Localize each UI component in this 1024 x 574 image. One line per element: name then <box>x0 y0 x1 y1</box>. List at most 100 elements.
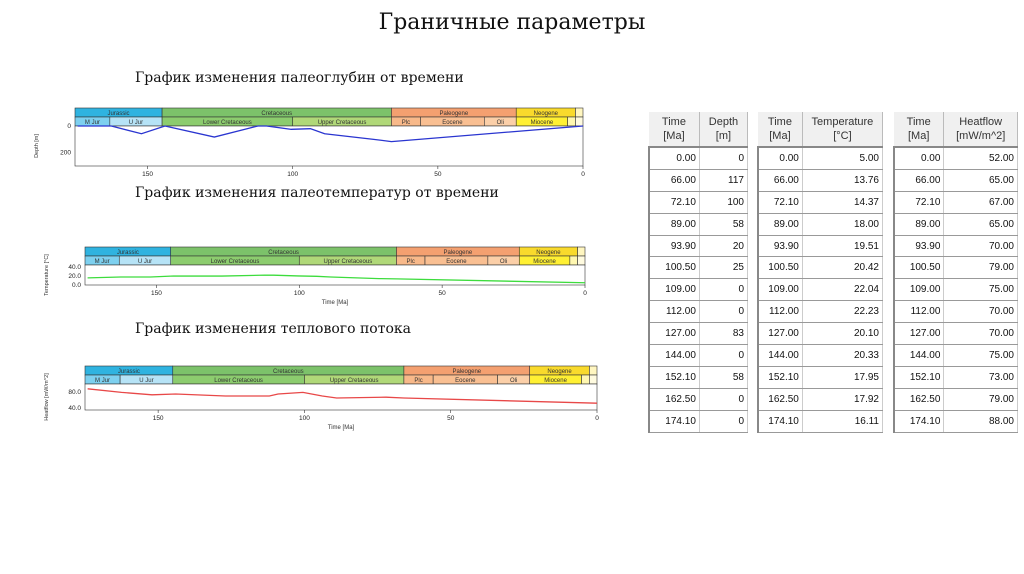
table-cell[interactable]: 174.10 <box>647 410 700 433</box>
epoch-band-label: M Jur <box>95 378 110 384</box>
table-cell[interactable]: 66.00 <box>893 169 945 192</box>
table-cell[interactable]: 72.10 <box>756 191 803 214</box>
table-cell[interactable]: 66.00 <box>756 169 803 192</box>
table-cell[interactable]: 25 <box>699 256 749 280</box>
table-cell[interactable]: 174.10 <box>756 410 803 433</box>
column-header[interactable]: Depth [m] <box>699 112 749 148</box>
table-cell[interactable]: 89.00 <box>756 213 803 236</box>
depth-chart: Jurassic Cretaceous Paleogene Neogene M Jur U… <box>34 107 585 176</box>
table-cell[interactable]: 152.10 <box>756 366 803 389</box>
table-cell[interactable]: 20 <box>699 235 749 258</box>
table-cell[interactable]: 162.50 <box>647 388 700 411</box>
table-cell[interactable]: 13.76 <box>802 169 884 192</box>
x-tick-label: 150 <box>142 171 153 176</box>
table-cell[interactable]: 127.00 <box>647 322 700 346</box>
table-row: 174.10 88.00 <box>893 410 1018 433</box>
table-cell[interactable]: 144.00 <box>756 344 803 367</box>
table-cell[interactable]: 67.00 <box>943 191 1018 214</box>
column-header-line: Time <box>767 116 792 128</box>
table-cell[interactable]: 109.00 <box>647 278 700 302</box>
column-header[interactable]: Heatflow [mW/m^2] <box>943 112 1018 148</box>
table-cell[interactable]: 5.00 <box>802 147 884 170</box>
table-cell[interactable]: 127.00 <box>756 322 803 346</box>
plot-area <box>84 264 586 286</box>
table-cell[interactable]: 88.00 <box>943 410 1018 433</box>
table-cell[interactable]: 117 <box>699 169 749 192</box>
table-cell[interactable]: 75.00 <box>943 344 1018 367</box>
table-cell[interactable]: 0 <box>699 147 749 170</box>
table-cell[interactable]: 89.00 <box>893 213 945 236</box>
column-header[interactable]: Time [Ma] <box>758 112 803 148</box>
table-cell[interactable]: 100.50 <box>893 256 945 280</box>
table-cell[interactable]: 144.00 <box>893 344 945 367</box>
epoch-band-label: Miocene <box>531 120 554 126</box>
table-cell[interactable]: 112.00 <box>756 300 803 324</box>
table-cell[interactable]: 0 <box>699 344 749 367</box>
table-cell[interactable]: 20.10 <box>802 322 884 346</box>
table-cell[interactable]: 73.00 <box>943 366 1018 389</box>
table-cell[interactable]: 83 <box>699 322 749 346</box>
table-cell[interactable]: 152.10 <box>647 366 700 389</box>
table-cell[interactable]: 14.37 <box>802 191 884 214</box>
table-cell[interactable]: 20.42 <box>802 256 884 280</box>
table-cell[interactable]: 0 <box>699 388 749 411</box>
table-cell[interactable]: 70.00 <box>943 235 1018 258</box>
table-cell[interactable]: 58 <box>699 213 749 236</box>
table-cell[interactable]: 75.00 <box>943 278 1018 302</box>
column-header-line: [m] <box>715 130 732 142</box>
table-cell[interactable]: 174.10 <box>893 410 945 433</box>
table-row: 93.90 20 <box>647 235 749 258</box>
table-cell[interactable]: 0 <box>699 278 749 302</box>
table-cell[interactable]: 66.00 <box>647 169 700 192</box>
table-cell[interactable]: 18.00 <box>802 213 884 236</box>
x-tick-label: 100 <box>294 290 305 297</box>
table-cell[interactable]: 93.90 <box>893 235 945 258</box>
table-cell[interactable]: 109.00 <box>893 278 945 302</box>
table-cell[interactable]: 0.00 <box>647 147 700 170</box>
table-cell[interactable]: 20.33 <box>802 344 884 367</box>
table-cell[interactable]: 93.90 <box>647 235 700 258</box>
x-axis-label: Time [Ma] <box>328 425 355 431</box>
table-cell[interactable]: 152.10 <box>893 366 945 389</box>
depth-table: Time [Ma] Depth [m] 0.00 0 66.00 117 72.10 100 89.… <box>647 112 749 433</box>
table-cell[interactable]: 22.23 <box>802 300 884 324</box>
table-cell[interactable]: 162.50 <box>756 388 803 411</box>
table-cell[interactable]: 70.00 <box>943 300 1018 324</box>
column-header[interactable]: Temperature [°C] <box>802 112 884 148</box>
table-cell[interactable]: 65.00 <box>943 213 1018 236</box>
table-cell[interactable]: 79.00 <box>943 256 1018 280</box>
column-header[interactable]: Time [Ma] <box>649 112 700 148</box>
table-cell[interactable]: 17.95 <box>802 366 884 389</box>
period-band-label: Paleogene <box>452 369 481 375</box>
table-cell[interactable]: 109.00 <box>756 278 803 302</box>
period-band-label: Jurassic <box>118 369 140 375</box>
table-cell[interactable]: 100 <box>699 191 749 214</box>
table-cell[interactable]: 0 <box>699 410 749 433</box>
table-cell[interactable]: 100.50 <box>647 256 700 280</box>
table-cell[interactable]: 112.00 <box>647 300 700 324</box>
table-cell[interactable]: 127.00 <box>893 322 945 346</box>
table-cell[interactable]: 72.10 <box>893 191 945 214</box>
table-cell[interactable]: 19.51 <box>802 235 884 258</box>
table-cell[interactable]: 58 <box>699 366 749 389</box>
table-cell[interactable]: 0.00 <box>756 147 803 170</box>
table-cell[interactable]: 93.90 <box>756 235 803 258</box>
table-cell[interactable]: 17.92 <box>802 388 884 411</box>
table-cell[interactable]: 52.00 <box>943 147 1018 170</box>
table-cell[interactable]: 100.50 <box>756 256 803 280</box>
table-cell[interactable]: 22.04 <box>802 278 884 302</box>
column-header-line: Time <box>661 116 686 128</box>
table-cell[interactable]: 65.00 <box>943 169 1018 192</box>
table-cell[interactable]: 0 <box>699 300 749 324</box>
table-cell[interactable]: 89.00 <box>647 213 700 236</box>
table-cell[interactable]: 79.00 <box>943 388 1018 411</box>
column-header[interactable]: Time [Ma] <box>894 112 945 148</box>
table-cell[interactable]: 72.10 <box>647 191 700 214</box>
table-cell[interactable]: 16.11 <box>802 410 884 433</box>
table-cell[interactable]: 70.00 <box>943 322 1018 346</box>
table-cell[interactable]: 112.00 <box>893 300 945 324</box>
table-cell[interactable]: 144.00 <box>647 344 700 367</box>
table-cell[interactable]: 162.50 <box>893 388 945 411</box>
table-cell[interactable]: 0.00 <box>893 147 945 170</box>
period-band-label: Cretaceous <box>261 111 292 117</box>
